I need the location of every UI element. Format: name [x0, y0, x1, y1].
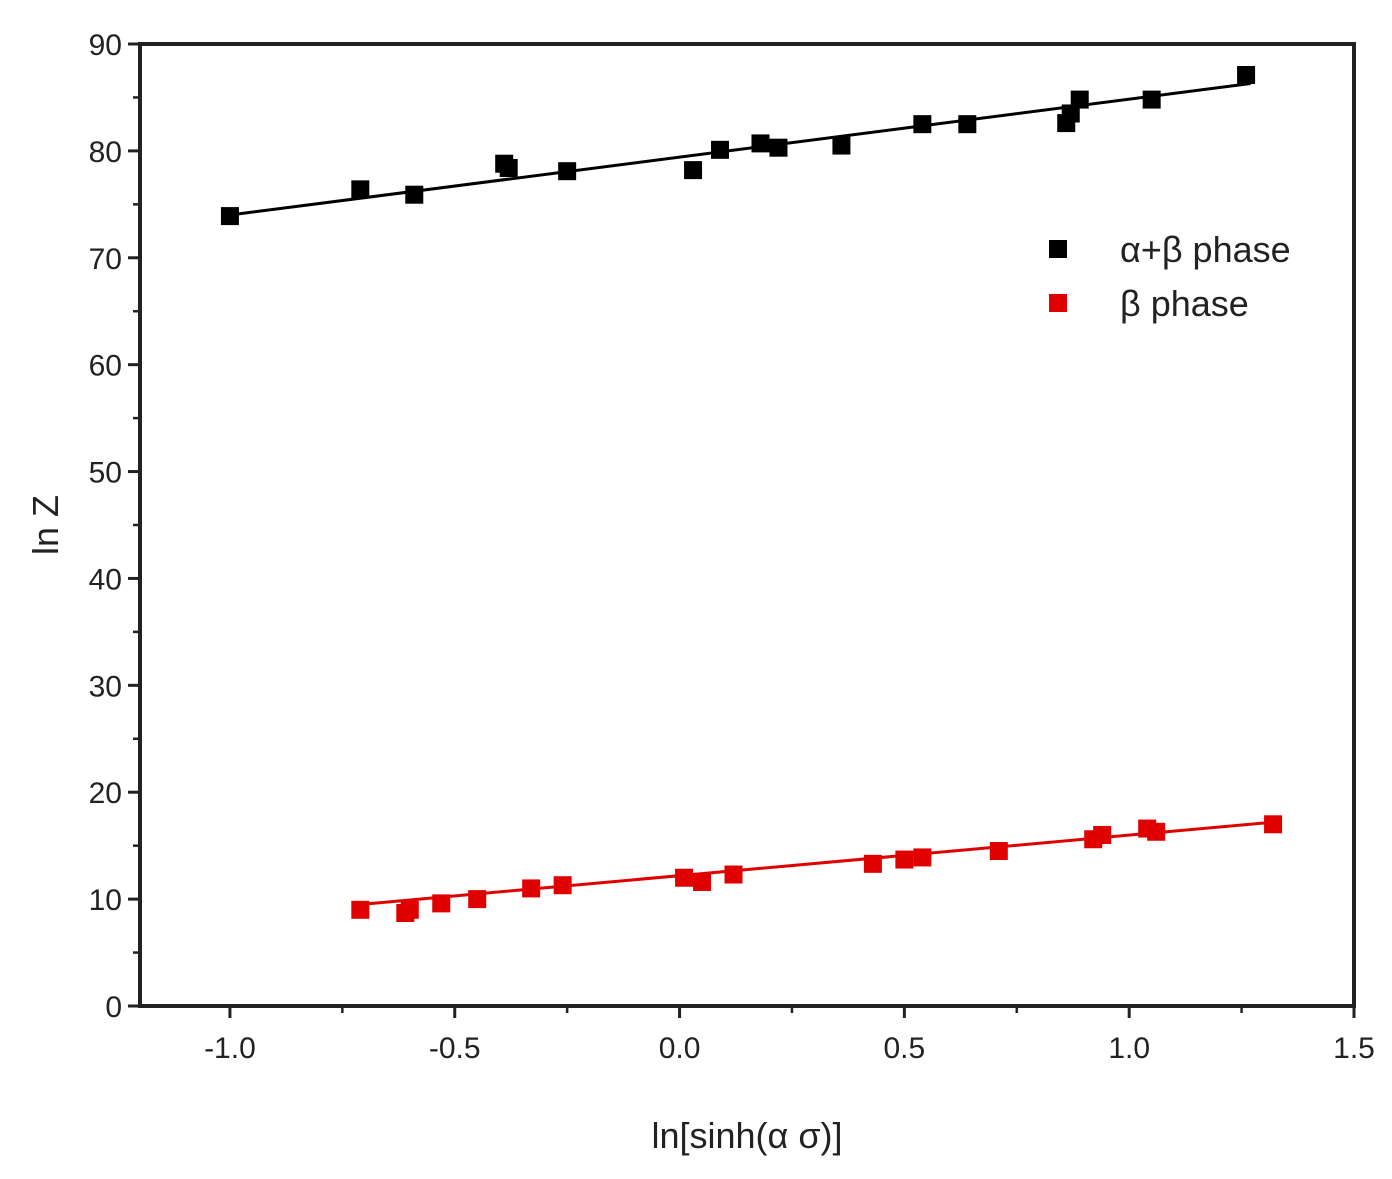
data-point	[1061, 104, 1080, 123]
data-point	[693, 873, 712, 892]
y-tick-label: 90	[89, 29, 122, 62]
data-point	[1237, 65, 1256, 84]
data-point	[1264, 815, 1283, 834]
data-point	[913, 848, 932, 867]
data-point	[769, 138, 788, 157]
data-point	[553, 876, 572, 895]
y-tick-label: 30	[89, 670, 122, 703]
x-tick-label: -0.5	[429, 1032, 481, 1065]
x-tick-label: 1.5	[1333, 1032, 1375, 1065]
data-point	[863, 854, 882, 873]
data-point	[522, 879, 541, 898]
data-point	[558, 162, 577, 181]
data-point	[989, 842, 1008, 861]
fit-line	[360, 820, 1274, 906]
data-point	[1070, 90, 1089, 109]
x-tick-label: 0.5	[884, 1032, 926, 1065]
data-point	[468, 890, 487, 909]
x-axis: -1.0 -0.5 0.0 0.5 1.0 1.5	[204, 1006, 1375, 1065]
data-point	[1147, 822, 1166, 841]
y-axis-label: ln Z	[25, 495, 66, 555]
data-points	[220, 65, 1283, 923]
y-tick-label: 50	[89, 457, 122, 490]
data-point	[1142, 90, 1161, 109]
legend-label: α+β phase	[1120, 229, 1291, 270]
data-point	[675, 868, 694, 887]
x-axis-label: ln[sinh(α σ)]	[651, 1115, 842, 1156]
x-tick-label: -1.0	[204, 1032, 256, 1065]
data-point	[711, 140, 730, 159]
y-tick-label: 20	[89, 777, 122, 810]
legend-marker	[1049, 294, 1067, 312]
data-point	[958, 115, 977, 134]
data-point	[684, 161, 703, 180]
legend: α+β phase β phase	[1049, 229, 1291, 324]
data-point	[1093, 825, 1112, 844]
y-tick-label: 60	[89, 350, 122, 383]
x-tick-label: 0.0	[659, 1032, 701, 1065]
data-point	[913, 115, 932, 134]
y-tick-label: 10	[89, 884, 122, 917]
legend-marker	[1049, 240, 1067, 258]
data-point	[432, 894, 451, 913]
y-tick-label: 40	[89, 563, 122, 596]
data-point	[832, 136, 851, 155]
data-point	[351, 900, 370, 919]
x-tick-label: 1.0	[1108, 1032, 1150, 1065]
y-axis: 0 10 20 30 40 50 60 70 80 90	[89, 29, 140, 1024]
data-point	[220, 207, 239, 226]
data-point	[751, 134, 770, 153]
data-point	[724, 865, 743, 884]
data-point	[495, 154, 514, 173]
y-tick-label: 80	[89, 136, 122, 169]
data-point	[405, 185, 424, 204]
data-point	[351, 180, 370, 199]
data-point	[396, 904, 415, 923]
data-point	[895, 850, 914, 869]
legend-label: β phase	[1120, 283, 1249, 324]
y-tick-label: 70	[89, 243, 122, 276]
y-tick-label: 0	[105, 991, 122, 1024]
